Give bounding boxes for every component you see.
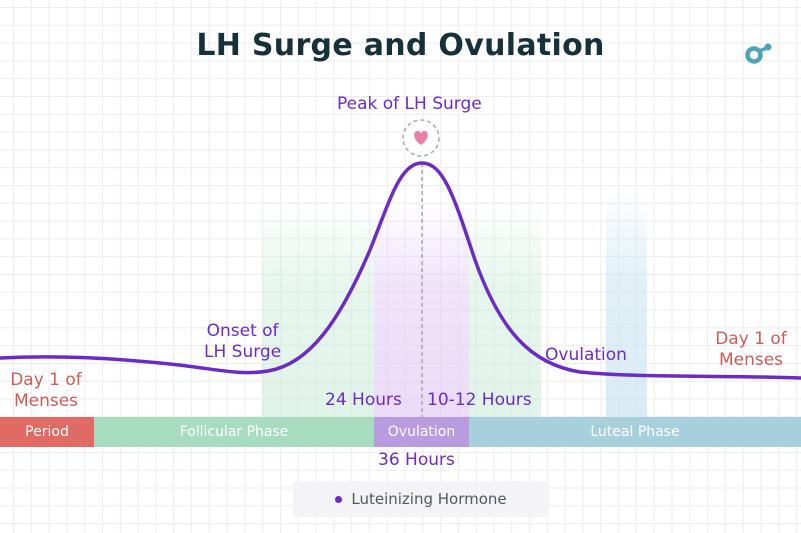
day1-right-line2: Menses — [718, 350, 784, 370]
legend-label: Luteinizing Hormone — [351, 490, 507, 508]
hours-24-label: 24 Hours — [325, 390, 402, 410]
day1-left-label: Day 1 of Menses — [5, 370, 87, 412]
onset-label-line1: Onset of — [206, 321, 279, 341]
phase-follicular: Follicular Phase — [94, 417, 374, 447]
post-ovulation-highlight-band — [469, 200, 541, 417]
phase-ovulation: Ovulation — [374, 417, 469, 447]
phase-luteal: Luteal Phase — [469, 417, 801, 447]
onset-label-line2: LH Surge — [204, 342, 282, 362]
lh-curve-line — [0, 161, 801, 380]
day1-left-line2: Menses — [13, 391, 79, 411]
legend-dot-icon — [335, 495, 343, 503]
day1-left-line1: Day 1 of — [10, 370, 82, 390]
day1-right-label: Day 1 of Menses — [710, 329, 792, 371]
brand-logo-icon — [745, 43, 772, 64]
day1-right-line1: Day 1 of — [715, 329, 787, 349]
hours-10-12-label: 10-12 Hours — [427, 390, 532, 410]
chart-legend: Luteinizing Hormone — [293, 481, 549, 517]
onset-label: Onset of LH Surge — [204, 321, 281, 363]
ovulation-label: Ovulation — [545, 345, 627, 365]
peak-label: Peak of LH Surge — [337, 94, 482, 114]
heart-icon — [414, 130, 428, 145]
luteal-highlight-band — [606, 190, 647, 417]
follicular-highlight-band — [262, 200, 374, 417]
hours-36-label: 36 Hours — [378, 450, 455, 470]
phase-period: Period — [0, 417, 94, 447]
page-title: LH Surge and Ovulation — [196, 28, 605, 63]
